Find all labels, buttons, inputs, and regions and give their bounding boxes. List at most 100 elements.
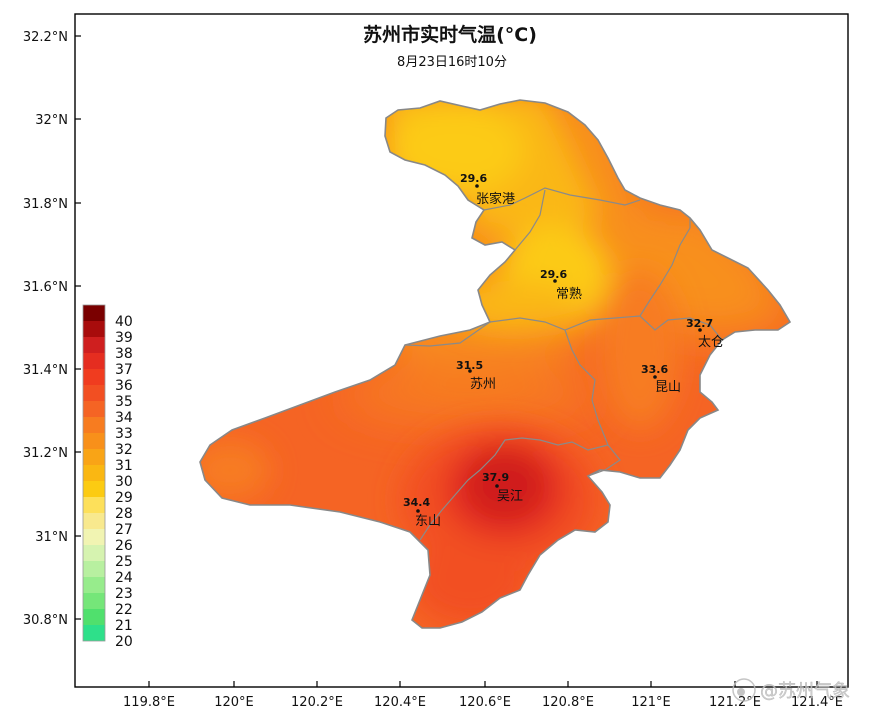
station-name: 张家港 bbox=[476, 191, 515, 207]
y-axis: 32.2°N 32°N 31.8°N 31.6°N 31.4°N 31.2°N 31°N 30… bbox=[23, 30, 81, 628]
legend-label: 36 bbox=[115, 378, 133, 394]
legend-label: 29 bbox=[115, 490, 133, 506]
legend-label: 31 bbox=[115, 458, 133, 474]
x-tick-label: 121°E bbox=[631, 695, 671, 710]
legend-label: 22 bbox=[115, 602, 133, 618]
plot-frame bbox=[74, 13, 849, 688]
x-tick-label: 120°E bbox=[214, 695, 254, 710]
legend-label: 28 bbox=[115, 506, 133, 522]
station-dot bbox=[475, 184, 479, 188]
temperature-field bbox=[200, 100, 790, 628]
station-name: 吴江 bbox=[497, 489, 523, 504]
legend-swatch bbox=[83, 321, 105, 337]
legend-label: 23 bbox=[115, 586, 133, 602]
station-value: 33.6 bbox=[641, 363, 668, 376]
legend-swatch bbox=[83, 449, 105, 465]
x-tick-label: 121.2°E bbox=[709, 695, 761, 710]
x-tick-label: 121.4°E bbox=[791, 695, 843, 710]
station-value: 29.6 bbox=[540, 268, 567, 281]
map-title: 苏州市实时气温(°C) bbox=[363, 23, 537, 46]
station-name: 常熟 bbox=[556, 286, 582, 302]
y-tick-label: 31°N bbox=[35, 530, 68, 545]
legend-swatch bbox=[83, 385, 105, 401]
map-subtitle: 8月23日16时10分 bbox=[397, 55, 507, 70]
station-marker: 31.5 苏州 bbox=[456, 359, 496, 392]
x-tick-label: 119.8°E bbox=[123, 695, 175, 710]
y-tick-label: 32.2°N bbox=[23, 30, 68, 45]
legend-label: 40 bbox=[115, 314, 133, 330]
y-tick-label: 31.8°N bbox=[23, 197, 68, 212]
legend-label: 21 bbox=[115, 618, 133, 634]
x-axis: 119.8°E 120°E 120.2°E 120.4°E 120.6°E 120.8°E… bbox=[123, 681, 843, 710]
legend-label: 20 bbox=[115, 634, 133, 650]
station-marker: 33.6 昆山 bbox=[641, 363, 681, 395]
legend-label: 37 bbox=[115, 362, 133, 378]
legend-swatch bbox=[83, 353, 105, 369]
station-marker: 29.6 张家港 bbox=[460, 172, 515, 207]
district-boundaries bbox=[404, 187, 723, 541]
legend-label: 30 bbox=[115, 474, 133, 490]
legend-swatch bbox=[83, 593, 105, 609]
station-dot bbox=[495, 484, 499, 488]
station-marker: 29.6 常熟 bbox=[540, 268, 582, 302]
station-dot bbox=[468, 369, 472, 373]
x-tick-label: 120.4°E bbox=[374, 695, 426, 710]
x-tick-label: 120.6°E bbox=[459, 695, 511, 710]
station-value: 32.7 bbox=[686, 317, 713, 330]
legend-swatch bbox=[83, 433, 105, 449]
legend-swatch bbox=[83, 401, 105, 417]
station-marker: 32.7 太仓 bbox=[686, 317, 724, 350]
legend-swatch bbox=[83, 369, 105, 385]
legend-swatch bbox=[83, 481, 105, 497]
station-dot bbox=[698, 328, 702, 332]
y-tick-label: 31.4°N bbox=[23, 363, 68, 378]
color-legend: 4039383736353433323130292827262524232221… bbox=[82, 304, 133, 650]
station-value: 34.4 bbox=[403, 496, 430, 509]
legend-swatch bbox=[83, 337, 105, 353]
legend-swatch bbox=[83, 561, 105, 577]
legend-swatch bbox=[83, 513, 105, 529]
legend-swatch bbox=[83, 497, 105, 513]
y-tick-label: 31.2°N bbox=[23, 446, 68, 461]
y-tick-label: 32°N bbox=[35, 113, 68, 128]
legend-swatch bbox=[83, 305, 105, 321]
legend-label: 38 bbox=[115, 346, 133, 362]
legend-swatch bbox=[83, 465, 105, 481]
station-marker: 37.9 吴江 bbox=[482, 471, 523, 504]
watermark-text: @苏州气象 bbox=[760, 681, 850, 702]
x-tick-label: 120.2°E bbox=[291, 695, 343, 710]
legend-label: 33 bbox=[115, 426, 133, 442]
station-dot bbox=[416, 509, 420, 513]
legend-label: 24 bbox=[115, 570, 133, 586]
station-value: 29.6 bbox=[460, 172, 487, 185]
y-tick-label: 31.6°N bbox=[23, 280, 68, 295]
legend-label: 26 bbox=[115, 538, 133, 554]
station-name: 东山 bbox=[415, 514, 441, 529]
legend-label: 35 bbox=[115, 394, 133, 410]
legend-swatch bbox=[83, 417, 105, 433]
legend-swatch bbox=[83, 609, 105, 625]
y-tick-label: 30.8°N bbox=[23, 613, 68, 628]
legend-swatch bbox=[83, 625, 105, 641]
legend-label: 32 bbox=[115, 442, 133, 458]
x-tick-label: 120.8°E bbox=[542, 695, 594, 710]
station-dot bbox=[553, 279, 557, 283]
watermark: @苏州气象 bbox=[732, 678, 850, 702]
weibo-icon bbox=[732, 678, 756, 702]
station-labels: 29.6 张家港 29.6 常熟 32.7 太仓 31.5 苏州 33.6 昆山 37.9 吴江 34.… bbox=[403, 172, 724, 529]
station-dot bbox=[653, 375, 657, 379]
station-value: 31.5 bbox=[456, 359, 483, 372]
station-marker: 34.4 东山 bbox=[403, 496, 441, 529]
station-name: 太仓 bbox=[698, 335, 724, 350]
station-name: 苏州 bbox=[470, 376, 496, 392]
legend-swatch bbox=[83, 529, 105, 545]
legend-label: 25 bbox=[115, 554, 133, 570]
station-value: 37.9 bbox=[482, 471, 509, 484]
legend-label: 39 bbox=[115, 330, 133, 346]
station-name: 昆山 bbox=[655, 380, 681, 395]
region-outline bbox=[199, 99, 792, 629]
legend-swatch bbox=[83, 577, 105, 593]
legend-swatch bbox=[83, 545, 105, 561]
